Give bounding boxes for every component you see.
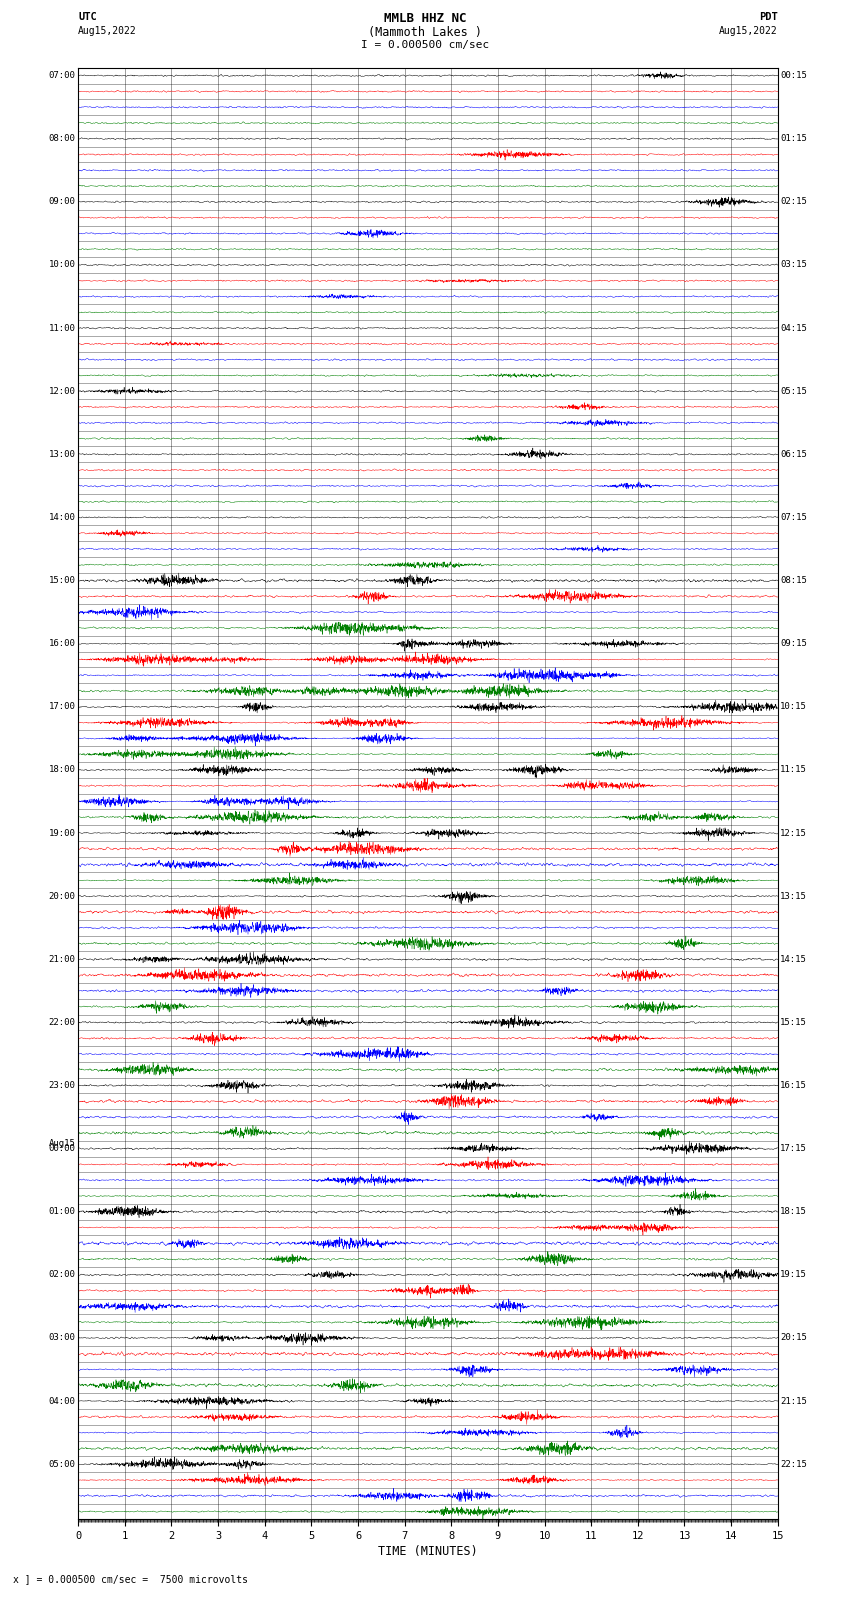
Text: 00:00: 00:00 [48, 1144, 76, 1153]
Text: PDT: PDT [759, 11, 778, 23]
Text: 14:00: 14:00 [48, 513, 76, 523]
Text: 00:15: 00:15 [780, 71, 808, 81]
Text: 18:15: 18:15 [780, 1207, 808, 1216]
Text: 07:15: 07:15 [780, 513, 808, 523]
Text: 04:00: 04:00 [48, 1397, 76, 1405]
Text: 04:15: 04:15 [780, 324, 808, 332]
Text: UTC: UTC [78, 11, 97, 23]
Text: 18:00: 18:00 [48, 766, 76, 774]
X-axis label: TIME (MINUTES): TIME (MINUTES) [378, 1545, 478, 1558]
Text: 02:00: 02:00 [48, 1271, 76, 1279]
Text: I = 0.000500 cm/sec: I = 0.000500 cm/sec [361, 39, 489, 50]
Text: 10:00: 10:00 [48, 260, 76, 269]
Text: (Mammoth Lakes ): (Mammoth Lakes ) [368, 26, 482, 39]
Text: 21:15: 21:15 [780, 1397, 808, 1405]
Text: 06:15: 06:15 [780, 450, 808, 458]
Text: 21:00: 21:00 [48, 955, 76, 965]
Text: 11:15: 11:15 [780, 766, 808, 774]
Text: 03:00: 03:00 [48, 1334, 76, 1342]
Text: 16:00: 16:00 [48, 639, 76, 648]
Text: 08:00: 08:00 [48, 134, 76, 144]
Text: 20:15: 20:15 [780, 1334, 808, 1342]
Text: 01:00: 01:00 [48, 1207, 76, 1216]
Text: 09:15: 09:15 [780, 639, 808, 648]
Text: 13:00: 13:00 [48, 450, 76, 458]
Text: 22:00: 22:00 [48, 1018, 76, 1027]
Text: 05:15: 05:15 [780, 387, 808, 395]
Text: Aug15,2022: Aug15,2022 [78, 26, 137, 35]
Text: 19:00: 19:00 [48, 829, 76, 837]
Text: 13:15: 13:15 [780, 892, 808, 900]
Text: Aug15: Aug15 [48, 1139, 76, 1148]
Text: x ] = 0.000500 cm/sec =  7500 microvolts: x ] = 0.000500 cm/sec = 7500 microvolts [13, 1574, 247, 1584]
Text: 17:00: 17:00 [48, 702, 76, 711]
Text: 08:15: 08:15 [780, 576, 808, 586]
Text: MMLB HHZ NC: MMLB HHZ NC [383, 11, 467, 26]
Text: 05:00: 05:00 [48, 1460, 76, 1469]
Text: 19:15: 19:15 [780, 1271, 808, 1279]
Text: 23:00: 23:00 [48, 1081, 76, 1090]
Text: 10:15: 10:15 [780, 702, 808, 711]
Text: 11:00: 11:00 [48, 324, 76, 332]
Text: 12:00: 12:00 [48, 387, 76, 395]
Text: 20:00: 20:00 [48, 892, 76, 900]
Text: 17:15: 17:15 [780, 1144, 808, 1153]
Text: 22:15: 22:15 [780, 1460, 808, 1469]
Text: 15:15: 15:15 [780, 1018, 808, 1027]
Text: 14:15: 14:15 [780, 955, 808, 965]
Text: 09:00: 09:00 [48, 197, 76, 206]
Text: 03:15: 03:15 [780, 260, 808, 269]
Text: 01:15: 01:15 [780, 134, 808, 144]
Text: 15:00: 15:00 [48, 576, 76, 586]
Text: Aug15,2022: Aug15,2022 [719, 26, 778, 35]
Text: 07:00: 07:00 [48, 71, 76, 81]
Text: 12:15: 12:15 [780, 829, 808, 837]
Text: 02:15: 02:15 [780, 197, 808, 206]
Text: 16:15: 16:15 [780, 1081, 808, 1090]
